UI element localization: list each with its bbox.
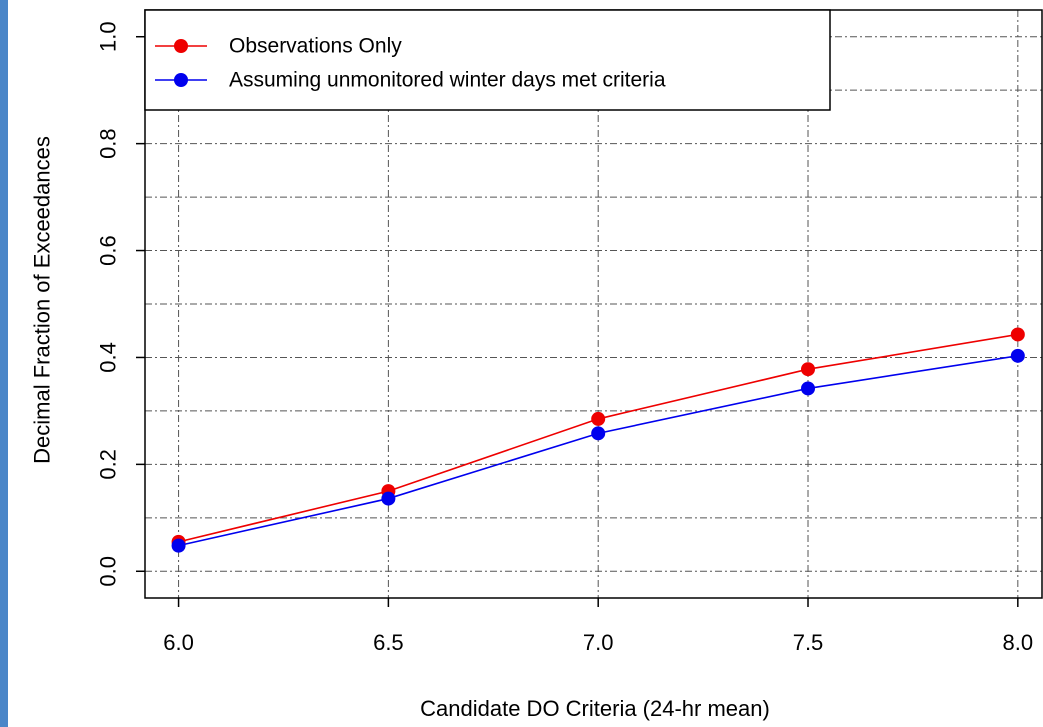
data-point — [591, 411, 606, 426]
left-accent-bar — [0, 0, 8, 727]
x-tick-label: 7.5 — [793, 630, 824, 655]
y-axis-title: Decimal Fraction of Exceedances — [30, 136, 55, 464]
y-tick-label: 0.4 — [96, 342, 121, 373]
x-tick-label: 6.0 — [163, 630, 194, 655]
x-tick-label: 6.5 — [373, 630, 404, 655]
data-point — [801, 381, 816, 396]
legend-marker — [174, 39, 188, 53]
data-point — [1010, 348, 1025, 363]
y-tick-label: 0.6 — [96, 235, 121, 266]
x-tick-label: 8.0 — [1003, 630, 1034, 655]
x-tick-label: 7.0 — [583, 630, 614, 655]
legend-label: Assuming unmonitored winter days met cri… — [229, 69, 666, 92]
x-axis-title: Candidate DO Criteria (24-hr mean) — [420, 696, 770, 721]
data-point — [171, 538, 186, 553]
series-layer — [171, 327, 1025, 553]
legend-label: Observations Only — [229, 35, 402, 58]
data-point — [591, 426, 606, 441]
y-tick-label: 0.8 — [96, 128, 121, 159]
legend-box — [144, 9, 831, 111]
axes: 0.0 0.2 0.4 0.6 0.8 1.0 6.0 6.5 7.0 7.5 8.0 — [96, 21, 1034, 655]
legend: Observations Only Assuming unmonitored wi… — [144, 9, 831, 111]
legend-marker — [174, 73, 188, 87]
data-point — [801, 362, 816, 377]
y-tick-label: 0.2 — [96, 449, 121, 480]
y-tick-label: 1.0 — [96, 21, 121, 52]
y-tick-label: 0.0 — [96, 556, 121, 587]
data-point — [1010, 327, 1025, 342]
data-point — [381, 491, 396, 506]
